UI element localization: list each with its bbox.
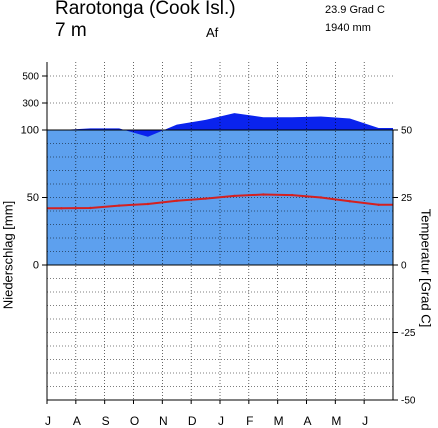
precip-tick-label: 300 [22, 99, 39, 110]
month-label: D [188, 414, 197, 428]
temperature-point [377, 203, 380, 206]
precip-tick-label: 50 [27, 192, 39, 204]
month-label: J [218, 414, 224, 428]
temperature-line [47, 193, 393, 210]
month-label: J [45, 414, 51, 428]
temp-tick-label: 0 [401, 261, 407, 272]
month-label: S [102, 414, 110, 428]
month-label: J [362, 414, 368, 428]
climate-class: Af [206, 25, 219, 40]
station-elevation: 7 m [55, 20, 87, 41]
temp-tick-label: 50 [401, 126, 413, 137]
month-label: O [130, 414, 139, 428]
month-label: N [159, 414, 168, 428]
precip-tick-label: 500 [22, 72, 39, 83]
temperature-point [117, 204, 121, 207]
temperature-point [146, 202, 150, 206]
month-label: F [246, 414, 253, 428]
temperature-point [175, 199, 178, 202]
station-title: Rarotonga (Cook Isl.) [55, 0, 236, 19]
temp-tick-label: -50 [401, 396, 416, 407]
temperature-point [60, 207, 63, 210]
temp-axis-label: Temperatur [Grad C] [418, 208, 434, 328]
precip-tick-label: 0 [33, 260, 39, 272]
temperature-point [262, 193, 265, 196]
temperature-point [89, 206, 92, 210]
month-label: M [274, 414, 284, 428]
precip-axis-label: Niederschlag [mm] [0, 200, 16, 310]
temperature-point [319, 196, 323, 199]
annual-precipitation: 1940 mm [325, 22, 371, 34]
temp-tick-label: 25 [401, 193, 413, 204]
temperature-point [233, 194, 236, 198]
temperature-point [348, 200, 351, 203]
mean-temperature: 23.9 Grad C [325, 4, 385, 16]
temp-tick-label: -25 [401, 328, 416, 339]
temperature-point [204, 197, 207, 200]
temperature-point [290, 193, 294, 197]
precip-tick-label: 100 [21, 125, 39, 137]
month-label: M [331, 414, 341, 428]
month-label: A [73, 414, 81, 428]
month-label: A [303, 414, 311, 428]
